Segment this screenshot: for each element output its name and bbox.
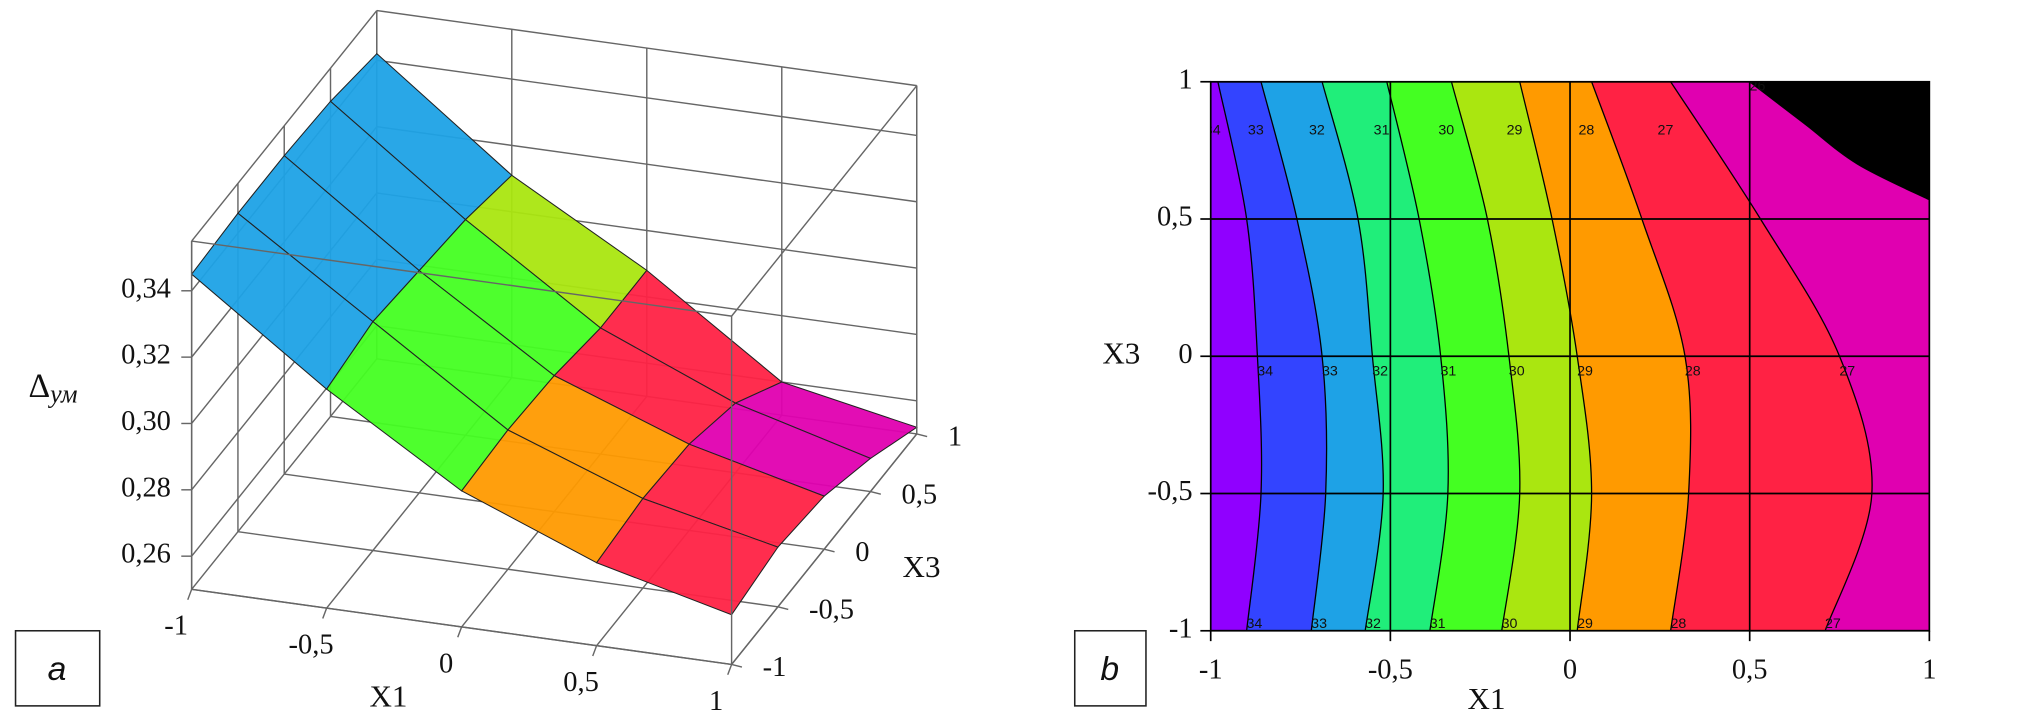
z-axis-label-main: Δ: [28, 367, 50, 404]
contour-line: [1260, 81, 1328, 631]
contour-line: [1386, 81, 1449, 631]
y-axis-label: X3: [1102, 335, 1140, 370]
panel-label: b: [1100, 651, 1119, 688]
z-tick-label: 0,32: [121, 340, 171, 371]
contour-label: 29: [1507, 123, 1523, 139]
contour-label: 32: [1372, 364, 1388, 380]
contour-label: 27: [1825, 616, 1841, 632]
contour-label: 30: [1438, 123, 1454, 139]
panel-box: [14, 629, 101, 707]
x-axis-label: X1: [369, 679, 407, 714]
y-tick-label: -0,5: [809, 595, 854, 626]
y-tick-label: -1: [763, 652, 787, 683]
panel-label: a: [48, 651, 67, 688]
contour-line: [1749, 81, 1930, 201]
contour-line: [1450, 81, 1521, 631]
z-tick-label: 0,30: [121, 406, 171, 437]
y-tick-label: 0,5: [902, 479, 938, 510]
tick-mark: [916, 433, 928, 438]
contour-label: 31: [1430, 616, 1446, 632]
tick-mark: [322, 607, 328, 619]
contour-label: 29: [1577, 364, 1593, 380]
y-tick-label: -0,5: [1147, 476, 1192, 507]
y-tick-label: -1: [1169, 613, 1193, 644]
tick-mark: [187, 589, 193, 600]
contour-label: 32: [1309, 123, 1325, 139]
tick-mark: [457, 626, 463, 638]
contour-label: 28: [1685, 364, 1701, 380]
contour-label: 33: [1311, 616, 1327, 632]
x-tick-label: -1: [1199, 655, 1223, 686]
contour-label: 26: [1750, 79, 1766, 95]
contour-label: 34: [1205, 123, 1221, 139]
y-tick-label: 0,5: [1157, 202, 1193, 233]
contour-line: [1217, 81, 1263, 631]
y-tick-label: 0: [855, 537, 869, 568]
x-tick-label: -0,5: [289, 629, 334, 660]
box-edge: [191, 588, 732, 666]
contour-label: 27: [1658, 123, 1674, 139]
tick-mark: [870, 490, 882, 495]
x-tick-label: 0: [439, 648, 453, 679]
contour-line: [1321, 81, 1384, 631]
x-tick-label: 1: [1922, 655, 1936, 686]
contour-line: [1519, 81, 1593, 631]
x-tick-label: 0,5: [1732, 655, 1768, 686]
x-tick-label: -1: [164, 611, 188, 642]
contour-label: 30: [1509, 364, 1525, 380]
y-tick-label: 1: [948, 422, 962, 453]
contour-line: [1590, 81, 1692, 631]
contour-label: 27: [1839, 364, 1855, 380]
contour-line: [1670, 81, 1873, 631]
x-tick-label: 0: [1563, 655, 1577, 686]
z-tick-label: 0,34: [121, 273, 171, 304]
surface-panel: 0,260,280,300,320,34-1-0,500,51-1-0,500,…: [121, 9, 962, 717]
x-tick-label: 1: [709, 686, 723, 717]
x-tick-label: -0,5: [1368, 655, 1413, 686]
plot-area: 34 34 34 33 33 33 32 32 32 31 31 31 30 30 30 29 29 29 28 28…: [1205, 79, 1930, 632]
z-axis-label-sub: ум: [47, 379, 77, 408]
box-edge: [191, 240, 732, 317]
box-edge: [731, 85, 918, 317]
contour-label: 33: [1248, 123, 1264, 139]
contour-label: 31: [1441, 364, 1457, 380]
box-edge: [191, 10, 378, 242]
y-tick-label: 1: [1178, 64, 1192, 95]
x-axis-label: X1: [1468, 681, 1506, 716]
z-tick-label: 0,26: [121, 539, 171, 570]
tick-mark: [731, 663, 743, 668]
tick-mark: [777, 606, 789, 611]
panel-box: [1073, 629, 1147, 707]
contour-label: 29: [1577, 616, 1593, 632]
contour-label: 32: [1365, 616, 1381, 632]
tick-mark: [592, 645, 598, 657]
contour-band: [1749, 81, 1930, 200]
contour-label: 33: [1322, 364, 1338, 380]
contour-panel: 34 34 34 33 33 33 32 32 32 31 31 31 30 30 30 29 29 29 28 28…: [1147, 64, 1936, 685]
contour-label: 28: [1670, 616, 1686, 632]
contour-label: 34: [1257, 364, 1273, 380]
tick-mark: [727, 664, 733, 676]
contour-label: 30: [1502, 616, 1518, 632]
contour-label: 31: [1374, 123, 1390, 139]
y-tick-label: 0: [1178, 339, 1192, 370]
y-axis-label: X3: [903, 549, 941, 584]
contour-label: 34: [1246, 616, 1262, 632]
tick-mark: [824, 548, 835, 553]
box-edge: [376, 9, 917, 87]
z-tick-label: 0,28: [121, 472, 171, 503]
contour-label: 28: [1578, 123, 1594, 139]
z-axis-label: Δум: [28, 367, 77, 408]
x-tick-label: 0,5: [563, 667, 599, 698]
